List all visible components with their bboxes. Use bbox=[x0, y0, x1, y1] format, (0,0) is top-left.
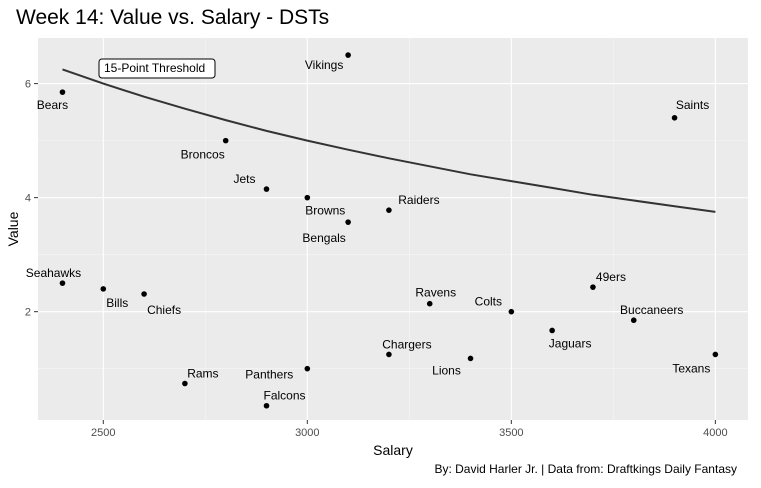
point-label: Vikings bbox=[305, 58, 343, 72]
data-point bbox=[671, 115, 678, 121]
x-tick-label: 4000 bbox=[703, 427, 727, 439]
point-label: Bengals bbox=[302, 231, 345, 245]
point-label: Lions bbox=[432, 363, 461, 377]
point-label: Jets bbox=[233, 172, 255, 186]
data-point bbox=[345, 52, 351, 58]
data-point bbox=[304, 365, 311, 372]
data-point bbox=[304, 194, 311, 201]
data-point bbox=[549, 327, 555, 334]
point-label: Browns bbox=[305, 204, 345, 218]
threshold-label: 15-Point Threshold bbox=[104, 61, 205, 75]
point-label: Ravens bbox=[415, 286, 456, 300]
point-label: Bills bbox=[106, 296, 128, 310]
data-point bbox=[345, 219, 351, 225]
data-point bbox=[426, 300, 433, 307]
axes: 2500 3000 3500 4000 2 4 6 bbox=[25, 79, 728, 439]
point-label: Chargers bbox=[382, 337, 431, 351]
point-label: Falcons bbox=[263, 389, 305, 403]
data-point bbox=[508, 308, 515, 315]
plot-panel bbox=[38, 38, 748, 420]
grid-lines bbox=[38, 38, 748, 420]
y-tick-label: 4 bbox=[25, 193, 31, 205]
point-label: Colts bbox=[475, 295, 502, 309]
data-point bbox=[630, 317, 637, 324]
point-label: Seahawks bbox=[26, 266, 81, 280]
data-point bbox=[386, 351, 392, 358]
data-point bbox=[386, 207, 392, 213]
point-label: Raiders bbox=[398, 193, 439, 207]
y-tick-label: 6 bbox=[25, 79, 31, 91]
data-point bbox=[141, 291, 147, 297]
data-point bbox=[59, 280, 66, 286]
point-labels: Bears Vikings Saints Broncos Jets Browns Raide… bbox=[26, 58, 711, 403]
point-label: Saints bbox=[676, 98, 709, 112]
data-point bbox=[712, 351, 719, 358]
data-point bbox=[100, 286, 107, 292]
point-label: Buccaneers bbox=[620, 303, 683, 317]
threshold-line bbox=[62, 68, 716, 213]
data-point bbox=[222, 137, 229, 144]
data-points bbox=[59, 52, 719, 409]
data-point bbox=[467, 355, 474, 362]
point-label: Bears bbox=[37, 98, 68, 112]
threshold-annotation: 15-Point Threshold bbox=[98, 58, 216, 79]
data-point bbox=[263, 186, 270, 192]
y-tick-label: 2 bbox=[25, 307, 31, 319]
point-label: 49ers bbox=[596, 270, 626, 284]
point-label: Jaguars bbox=[549, 336, 592, 350]
data-point bbox=[263, 402, 270, 409]
data-point bbox=[182, 380, 188, 387]
chart-caption: By: David Harler Jr. | Data from: Draftk… bbox=[434, 462, 737, 476]
point-label: Chiefs bbox=[147, 303, 181, 317]
y-axis-title: Value bbox=[5, 211, 21, 246]
x-tick-label: 3500 bbox=[499, 427, 523, 439]
point-label: Broncos bbox=[181, 148, 225, 162]
data-point bbox=[59, 89, 66, 95]
point-label: Rams bbox=[187, 367, 218, 381]
point-label: Panthers bbox=[245, 368, 293, 382]
threshold-label-box bbox=[98, 58, 216, 79]
data-point bbox=[590, 284, 596, 290]
x-axis-title: Salary bbox=[373, 442, 413, 458]
point-label: Texans bbox=[672, 361, 710, 375]
x-tick-label: 3000 bbox=[295, 427, 319, 439]
x-tick-label: 2500 bbox=[91, 427, 115, 439]
chart-title: Week 14: Value vs. Salary - DSTs bbox=[16, 6, 330, 29]
